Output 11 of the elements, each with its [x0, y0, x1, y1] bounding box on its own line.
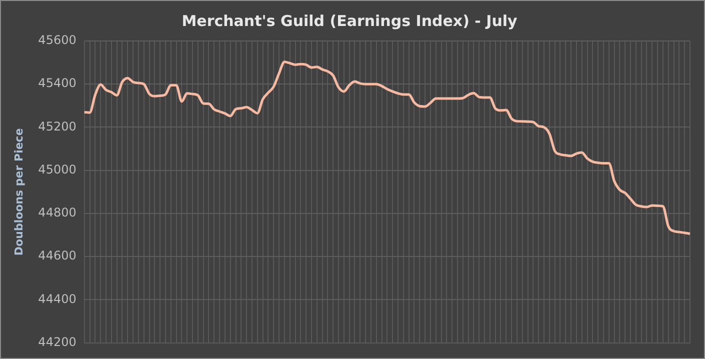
chart-title: Merchant's Guild (Earnings Index) - July — [182, 12, 518, 30]
y-tick-label: 45000 — [38, 162, 76, 176]
y-tick-label: 45200 — [38, 119, 76, 134]
line-series — [83, 60, 692, 235]
y-tick-label: 44800 — [38, 206, 76, 220]
y-tick-label: 45600 — [38, 33, 76, 48]
y-tick-label: 45400 — [38, 76, 76, 90]
y-tick-label: 44400 — [38, 292, 76, 306]
y-tick-label: 44600 — [38, 248, 76, 263]
y-tick-label: 44200 — [38, 334, 76, 349]
y-axis-title: Doubloons per Piece — [12, 128, 26, 256]
